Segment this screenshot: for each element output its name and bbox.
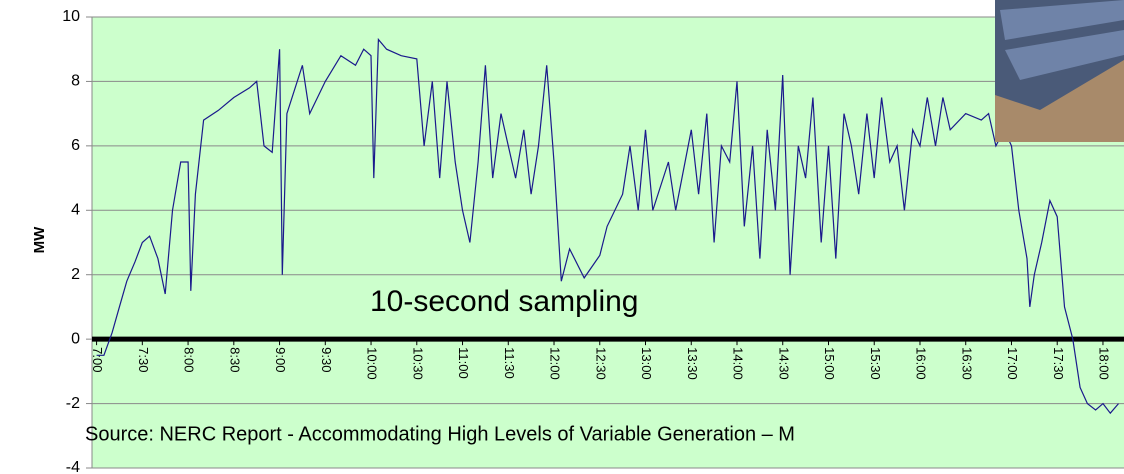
x-tick-label: 16:00 (914, 347, 929, 380)
photo-panel-row (1005, 30, 1124, 80)
y-tick-label: 8 (71, 73, 80, 90)
photo (995, 0, 1124, 142)
x-tick-label: 12:00 (548, 347, 563, 380)
x-tick-label: 12:30 (593, 347, 608, 380)
y-tick-label: 6 (71, 137, 80, 154)
x-tick-label: 16:30 (959, 347, 974, 380)
x-tick-label: 18:00 (1097, 347, 1112, 380)
x-tick-label: 7:30 (136, 347, 151, 372)
x-tick-label: 9:00 (273, 347, 288, 372)
x-tick-label: 13:00 (639, 347, 654, 380)
x-tick-label: 15:30 (868, 347, 883, 380)
x-tick-label: 17:30 (1051, 347, 1066, 380)
x-tick-label: 13:30 (685, 347, 700, 380)
y-tick-label: 10 (62, 8, 80, 25)
annotation: 10-second sampling (370, 285, 639, 318)
x-tick-label: 8:30 (227, 347, 242, 372)
x-tick-label: 17:00 (1005, 347, 1020, 380)
plot-background (92, 17, 1124, 468)
y-axis-label: MW (31, 226, 48, 253)
x-tick-label: 7:00 (90, 347, 105, 372)
y-tick-label: -4 (66, 459, 80, 474)
x-tick-label: 8:00 (182, 347, 197, 372)
source-note: Source: NERC Report - Accommodating High… (85, 423, 795, 445)
x-tick-label: 10:00 (365, 347, 380, 380)
photo-panel-row (1000, 0, 1124, 40)
x-tick-label: 11:00 (456, 347, 471, 379)
plot-area: -4 -2 0 2 4 6 8 10 7:00 7:30 8:00 8:30 9:00 9:30 10:00… (62, 8, 1124, 474)
x-tick-label: 9:30 (319, 347, 334, 372)
y-tick-label: 0 (71, 330, 80, 347)
x-tick-label: 10:30 (410, 347, 425, 380)
x-tick-label: 15:00 (822, 347, 837, 380)
y-tick-label: 4 (71, 202, 80, 219)
y-tick-label: -2 (66, 395, 80, 412)
x-tick-label: 11:30 (502, 347, 517, 379)
x-tick-label: 14:00 (731, 347, 746, 380)
data-line (96, 37, 1119, 415)
y-tick-label: 2 (71, 266, 80, 283)
x-tick-label: 14:30 (776, 347, 791, 380)
